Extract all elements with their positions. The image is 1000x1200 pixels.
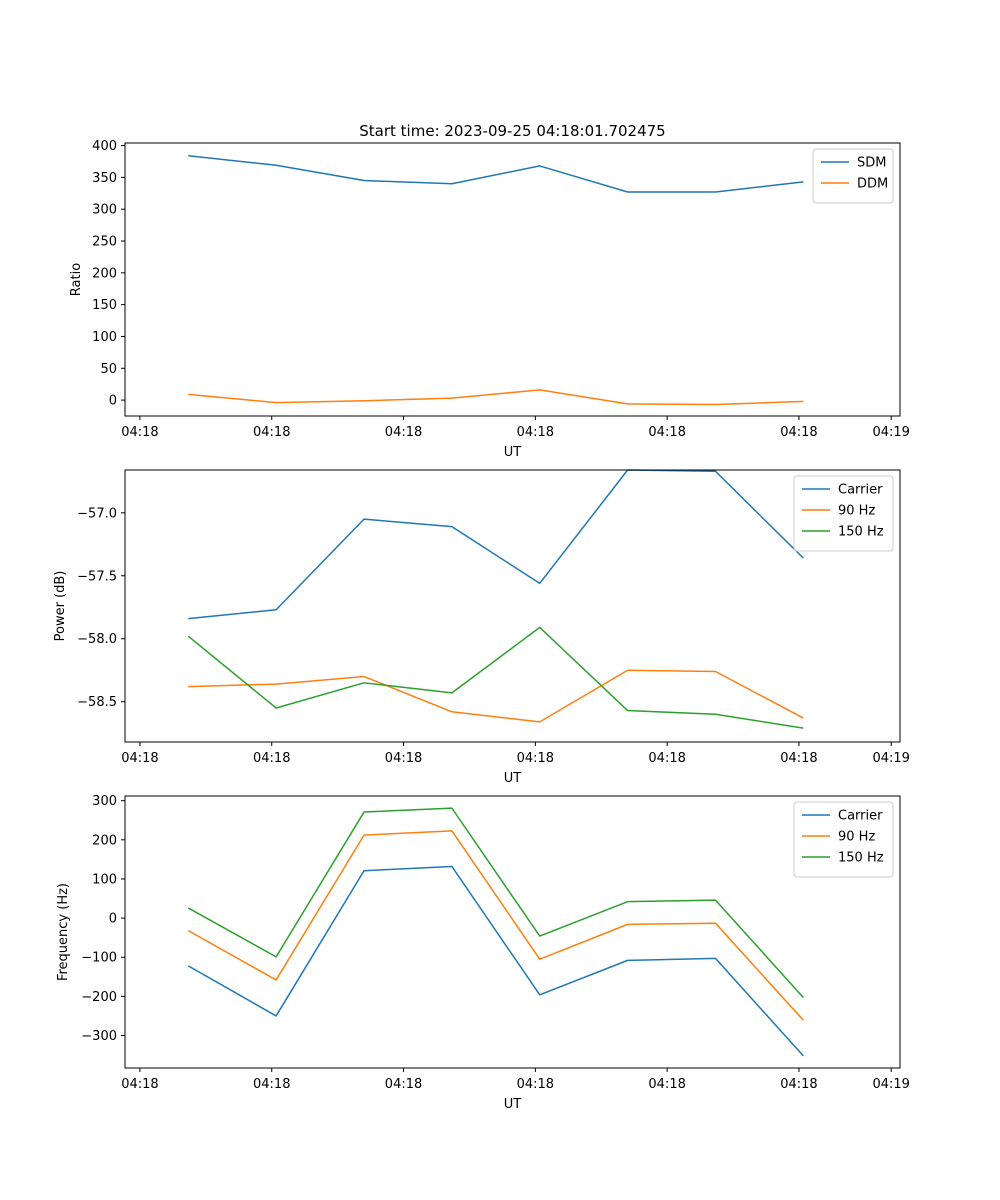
- figure-title: Start time: 2023-09-25 04:18:01.702475: [359, 122, 665, 140]
- frequency-series-carrier-line: [187, 865, 804, 1057]
- ratio-y-tick-label: 200: [92, 266, 117, 281]
- ratio-y-tick-label: 250: [92, 235, 117, 250]
- power-y-tick-label: −58.0: [77, 632, 117, 647]
- ratio-x-tick-label: 04:19: [872, 425, 909, 440]
- power-axes-frame: [124, 469, 901, 743]
- power-y-tick-label: −58.5: [77, 695, 117, 710]
- frequency-x-tick-label: 04:18: [780, 1077, 817, 1092]
- power-x-tick-label: 04:18: [780, 751, 817, 766]
- frequency-x-tick-label: 04:18: [385, 1077, 422, 1092]
- frequency-y-tick-label: −300: [81, 1029, 117, 1044]
- power-x-tick-label: 04:18: [121, 751, 158, 766]
- ratio-x-tick-label: 04:18: [648, 425, 685, 440]
- power-legend-box: [793, 475, 894, 552]
- frequency-x-tick-label: 04:18: [517, 1077, 554, 1092]
- ratio-y-tick-label: 100: [92, 330, 117, 345]
- power-x-tick-label: 04:18: [648, 751, 685, 766]
- power-y-tick-label: −57.5: [77, 569, 117, 584]
- power-legend-label: 150 Hz: [838, 525, 884, 540]
- frequency-y-tick-label: −100: [81, 951, 117, 966]
- power-x-axis-label: UT: [504, 771, 522, 786]
- frequency-legend-label: Carrier: [838, 809, 883, 824]
- frequency-series-90-hz-line: [187, 830, 804, 1021]
- frequency-legend-label: 90 Hz: [838, 830, 875, 845]
- frequency-y-tick-label: 100: [92, 872, 117, 887]
- power-series-carrier-line: [188, 469, 804, 620]
- ratio-series-ddm-line: [188, 389, 804, 406]
- frequency-y-axis-label: Frequency (Hz): [56, 883, 71, 981]
- frequency-y-tick-label: 300: [92, 794, 117, 809]
- frequency-x-tick-label: 04:18: [253, 1077, 290, 1092]
- power-panel: 04:18 04:18 04:18 04:18 04:18 04:18 04:19 −58.5…: [53, 469, 910, 786]
- frequency-y-tick-label: 200: [92, 833, 117, 848]
- ratio-y-axis-label: Ratio: [69, 263, 84, 296]
- frequency-legend-box: [793, 801, 894, 878]
- power-series-90-hz-line: [188, 669, 804, 723]
- ratio-x-tick-label: 04:18: [121, 425, 158, 440]
- frequency-x-tick-label: 04:18: [121, 1077, 158, 1092]
- ratio-panel: 04:18 04:18 04:18 04:18 04:18 04:18 04:19 0 50 10…: [69, 139, 910, 460]
- power-x-tick-label: 04:19: [872, 751, 909, 766]
- ratio-y-tick-label: 50: [100, 362, 117, 377]
- ratio-y-tick-label: 0: [109, 394, 117, 409]
- ratio-y-tick-label: 400: [92, 139, 117, 154]
- power-legend-label: Carrier: [838, 483, 883, 498]
- power-x-tick-label: 04:18: [253, 751, 290, 766]
- ratio-x-tick-label: 04:18: [385, 425, 422, 440]
- ratio-series-sdm-line: [188, 154, 804, 193]
- power-legend-label: 90 Hz: [838, 504, 875, 519]
- power-series-150-hz-line: [187, 626, 804, 729]
- power-y-axis-label: Power (dB): [53, 571, 68, 642]
- ratio-x-tick-label: 04:18: [517, 425, 554, 440]
- ratio-y-tick-label: 150: [92, 298, 117, 313]
- power-x-tick-label: 04:18: [385, 751, 422, 766]
- ratio-x-tick-label: 04:18: [253, 425, 290, 440]
- power-y-tick-label: −57.0: [77, 506, 117, 521]
- ratio-y-tick-label: 300: [92, 203, 117, 218]
- frequency-y-tick-label: 0: [109, 912, 117, 927]
- frequency-legend-label: 150 Hz: [838, 851, 884, 866]
- frequency-x-tick-label: 04:18: [648, 1077, 685, 1092]
- ratio-x-tick-label: 04:18: [780, 425, 817, 440]
- power-x-tick-label: 04:18: [517, 751, 554, 766]
- frequency-series-150-hz-line: [187, 807, 804, 999]
- ratio-y-tick-label: 350: [92, 171, 117, 186]
- frequency-axes-frame: [124, 795, 901, 1069]
- ratio-axes-frame: [124, 142, 901, 417]
- ratio-legend-label: DDM: [857, 177, 888, 192]
- ratio-legend-label: SDM: [857, 156, 886, 171]
- frequency-panel: 04:18 04:18 04:18 04:18 04:18 04:18 04:19 −300 −…: [56, 794, 910, 1112]
- frequency-x-axis-label: UT: [504, 1097, 522, 1112]
- frequency-y-tick-label: −200: [81, 990, 117, 1005]
- frequency-x-tick-label: 04:19: [872, 1077, 909, 1092]
- ratio-x-axis-label: UT: [504, 445, 522, 460]
